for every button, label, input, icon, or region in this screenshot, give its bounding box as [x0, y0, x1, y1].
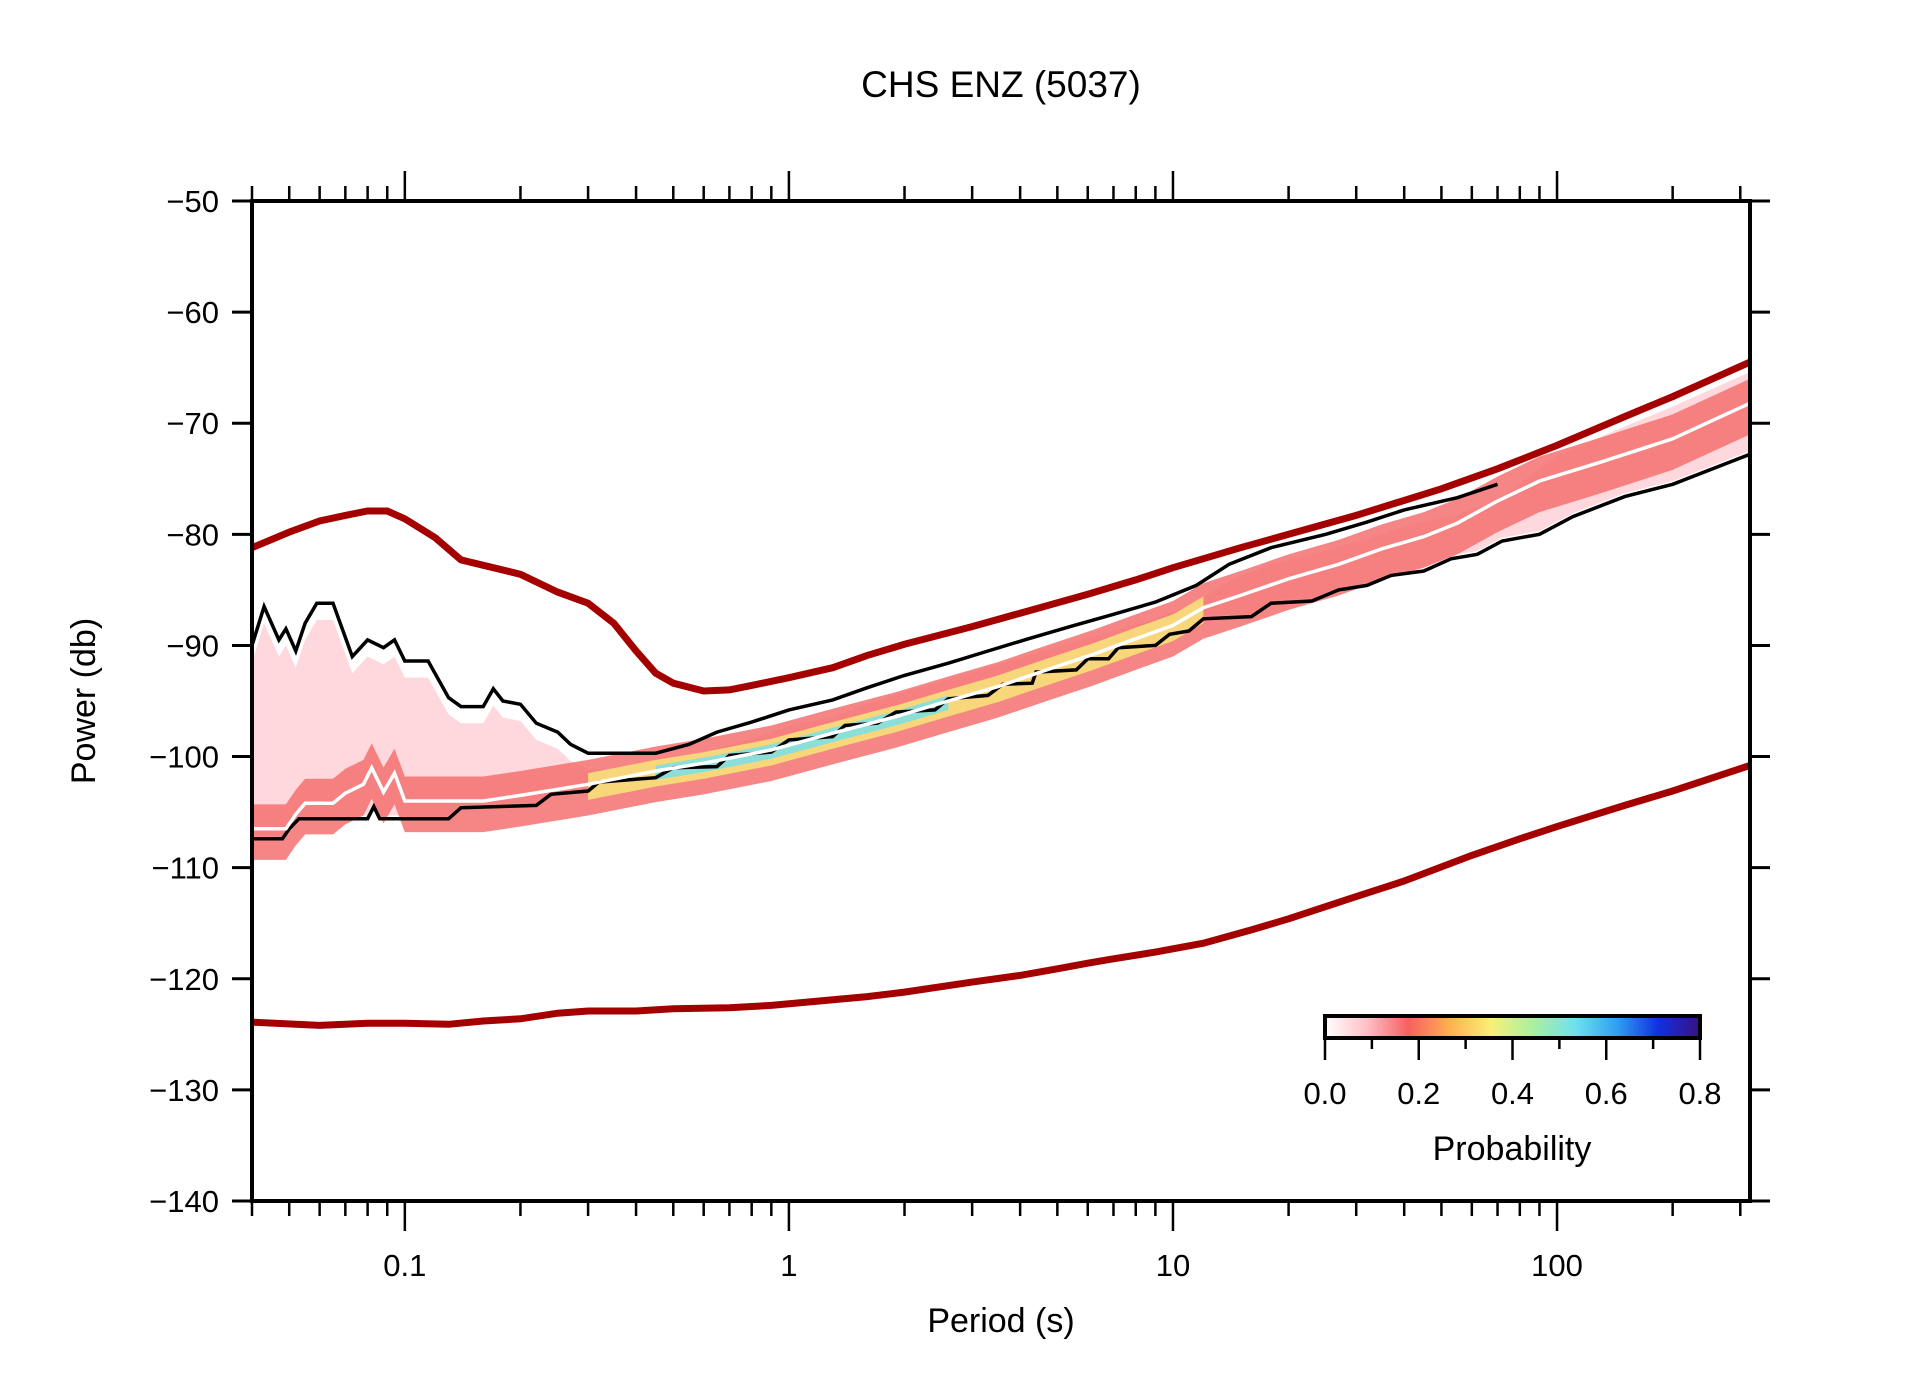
y-tick-label: −110 [151, 851, 219, 886]
y-tick-label: −140 [149, 1184, 219, 1219]
y-tick-label: −60 [166, 295, 219, 330]
x-axis: 0.1 1 10 100 [250, 171, 1742, 1283]
colorbar-tick-label: 0.2 [1397, 1076, 1440, 1111]
x-axis-title: Period (s) [927, 1302, 1074, 1340]
y-tick-label: −90 [166, 628, 219, 663]
y-axis: −50 −60 −70 −80 −90 −100 −110 −120 −130 −140 [149, 184, 1770, 1219]
pdf-band-ridge [588, 596, 1204, 800]
series-layer [252, 358, 1750, 1029]
series-upper-percentile [252, 482, 1499, 755]
y-axis-title: Power (db) [65, 618, 103, 784]
x-tick-label: 1 [780, 1248, 797, 1283]
colorbar-tick-label: 0.6 [1585, 1076, 1628, 1111]
colorbar-gradient [1323, 1014, 1702, 1040]
colorbar-ticks: 0.0 0.2 0.4 0.6 0.8 [1303, 1038, 1722, 1111]
x-tick-label: 10 [1156, 1248, 1190, 1283]
colorbar-tick-label: 0.0 [1303, 1076, 1346, 1111]
x-tick-label: 100 [1531, 1248, 1583, 1283]
y-tick-label: −130 [149, 1073, 219, 1108]
y-tick-label: −100 [149, 740, 219, 775]
colorbar: 0.0 0.2 0.4 0.6 0.8 Probability [1303, 1014, 1722, 1168]
y-tick-label: −70 [166, 406, 219, 441]
colorbar-tick-label: 0.8 [1678, 1076, 1721, 1111]
series-nhnm [252, 358, 1750, 695]
plot-frame [250, 199, 1752, 1203]
pdf-band-core [252, 378, 1750, 860]
colorbar-tick-label: 0.4 [1491, 1076, 1534, 1111]
colorbar-label: Probability [1433, 1130, 1592, 1168]
y-tick-label: −120 [149, 962, 219, 997]
pdf-band-outer [252, 372, 1750, 836]
y-tick-label: −50 [166, 184, 219, 219]
series-lower-percentile [252, 452, 1750, 841]
chart-title: CHS ENZ (5037) [861, 64, 1141, 105]
series-nlnm [252, 762, 1750, 1029]
y-tick-label: −80 [166, 517, 219, 552]
series-mode [252, 401, 1750, 831]
x-tick-label: 0.1 [383, 1248, 426, 1283]
